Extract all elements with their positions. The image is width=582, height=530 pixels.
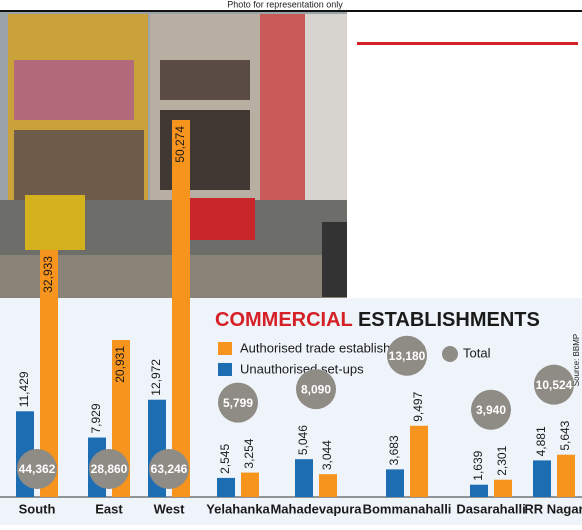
source: Source: BBMP: [572, 334, 581, 386]
value-label: 7,929: [89, 403, 103, 433]
total-label: 3,940: [476, 403, 506, 417]
bar: [295, 459, 313, 497]
value-label: 4,881: [534, 426, 548, 456]
title-highlight: COMMERCIAL: [215, 309, 353, 331]
legend-label: Unauthorised set-ups: [240, 361, 364, 376]
total-label: 13,180: [389, 349, 426, 363]
value-label: 5,046: [296, 425, 310, 455]
legend: Authorised trade establishments Unauthori…: [218, 340, 491, 376]
total-circle: [534, 364, 574, 405]
total-label: 63,246: [151, 462, 188, 476]
value-label: 20,931: [113, 346, 127, 383]
legend-label: Authorised trade establishments: [240, 340, 426, 355]
value-label: 11,429: [17, 371, 31, 407]
x-tick-label: Dasarahalli: [456, 501, 525, 516]
legend-swatch: [442, 346, 458, 362]
total-label: 44,362: [19, 462, 56, 476]
legend-swatch: [218, 342, 232, 355]
chart-title: COMMERCIAL ESTABLISHMENTS: [215, 309, 540, 331]
total-circle: [17, 449, 57, 489]
plot: 11,429 32,933 44,362 South 7,929 20,931 28,860…: [0, 120, 582, 516]
bar: [494, 479, 512, 497]
x-tick-label: Yelahanka: [206, 501, 270, 516]
x-tick-label: RR Nagar: [524, 501, 582, 516]
total-label: 28,860: [91, 462, 128, 476]
total-circle: [89, 449, 129, 489]
total-label: 5,799: [223, 396, 253, 410]
title-rest: ESTABLISHMENTS: [358, 309, 540, 331]
value-label: 50,274: [173, 126, 187, 163]
bar: [217, 477, 235, 497]
bar: [40, 250, 58, 497]
x-tick-label: East: [95, 501, 123, 516]
x-tick-label: West: [154, 501, 185, 516]
value-label: 5,643: [558, 420, 572, 450]
value-label: 1,639: [471, 450, 485, 480]
legend-swatch: [218, 363, 232, 376]
value-label: 3,683: [387, 435, 401, 465]
total-label: 10,524: [536, 378, 573, 392]
x-tick-label: Bommanahalli: [363, 501, 452, 516]
total-circle: [387, 335, 427, 376]
bar: [319, 474, 337, 497]
bar: [533, 460, 551, 497]
x-tick-label: South: [19, 501, 56, 516]
total-circle: [218, 382, 258, 423]
bar: [557, 454, 575, 497]
bar: [241, 472, 259, 497]
value-label: 32,933: [41, 256, 55, 293]
total-circle: [296, 369, 336, 410]
x-tick-label: Mahadevapura: [270, 501, 362, 516]
bar: [386, 469, 404, 497]
value-label: 2,301: [495, 445, 509, 475]
legend-label: Total: [463, 345, 491, 360]
value-label: 3,254: [242, 438, 256, 468]
photo-caption: Photo for representation only: [227, 0, 343, 9]
value-label: 9,497: [411, 391, 425, 421]
value-label: 3,044: [320, 440, 334, 470]
total-circle: [149, 449, 189, 489]
bar: [410, 425, 428, 497]
total-circle: [471, 389, 511, 430]
total-label: 8,090: [301, 382, 331, 396]
accent-rule: [357, 42, 578, 45]
value-label: 12,972: [149, 359, 163, 396]
bar: [470, 484, 488, 497]
top-rule: [0, 10, 582, 12]
bar: [172, 120, 190, 497]
value-label: 2,545: [218, 444, 232, 474]
